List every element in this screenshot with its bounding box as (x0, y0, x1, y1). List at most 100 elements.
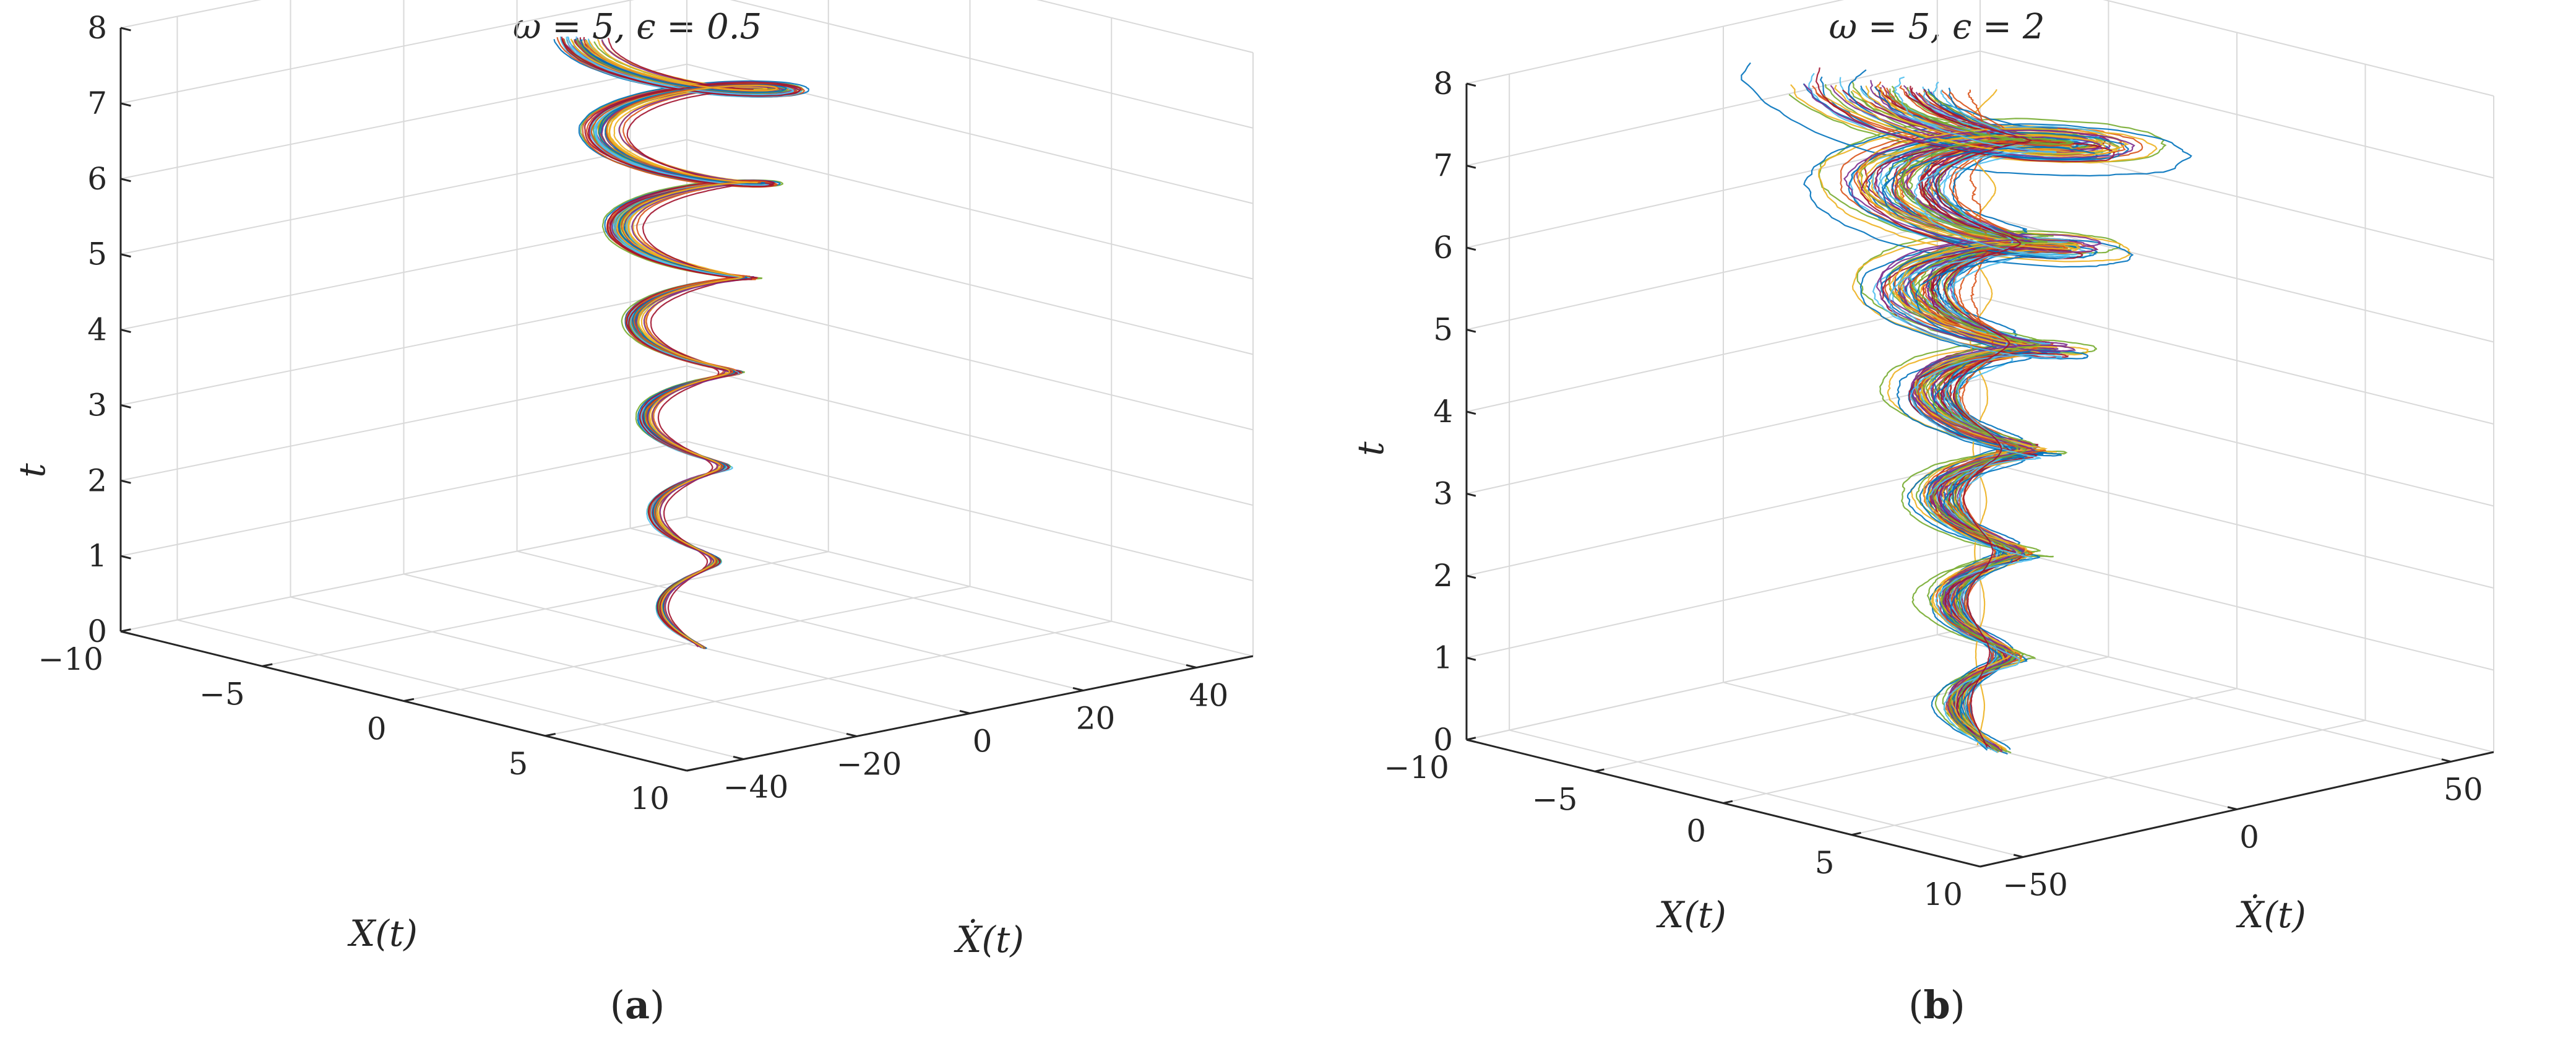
wall-gridline (1466, 50, 1981, 167)
z-tick-mark (1466, 657, 1476, 661)
floor-gridline (290, 596, 857, 737)
wall-gridline (686, 365, 1254, 506)
z-tick-label: 7 (1433, 148, 1453, 184)
wall-gridline (2103, 0, 2494, 97)
trajectory-line (1885, 87, 2070, 750)
trajectory-line (570, 38, 788, 649)
x-tick-mark (1723, 800, 1733, 804)
z-tick-label: 5 (1433, 312, 1453, 348)
wall-gridline (686, 214, 1254, 355)
z-tick-mark (120, 178, 131, 183)
wall-gridline (1466, 214, 1981, 331)
x-tick-mark (262, 663, 273, 667)
x-tick-mark (403, 698, 415, 702)
panel-b-grid (1465, 0, 2494, 868)
z-tick-label: 0 (87, 613, 107, 649)
wall-gridline (1466, 625, 1981, 740)
trajectory-line (1924, 102, 2059, 750)
y-tick-label: −20 (837, 747, 902, 782)
z-tick-mark (1466, 82, 1476, 87)
y-tick-label: 50 (2444, 771, 2483, 807)
z-tick-mark (120, 479, 131, 484)
y-tick-label: 40 (1189, 678, 1229, 714)
z-tick-mark (1466, 246, 1476, 251)
wall-gridline (120, 290, 687, 406)
wall-gridline (120, 365, 687, 482)
y-tick-label: 0 (973, 724, 993, 760)
wall-gridline (686, 139, 1254, 280)
panel-a-ticks: −10 −5 0 5 10 −40 −20 0 20 40 0 1 2 3 4 5 6 7 8 (38, 10, 1228, 816)
floor-gridline (1937, 634, 2452, 763)
trajectory-line (1892, 90, 2074, 751)
x-tick-label: 0 (1686, 813, 1706, 849)
panel-b-caption: (b) (1908, 982, 1965, 1028)
wall-gridline (1979, 542, 2494, 671)
y-tick-mark (2227, 806, 2238, 810)
wall-gridline (1466, 461, 1981, 576)
wall-gridline (730, 0, 1254, 129)
z-tick-mark (120, 329, 131, 334)
x-tick-label: −5 (1532, 781, 1578, 817)
trajectory-line (1851, 90, 2103, 751)
trajectory-line (1741, 62, 2192, 755)
z-tick-mark (120, 27, 131, 32)
wall-gridline (1979, 296, 2494, 425)
z-tick-label: 6 (1433, 230, 1453, 266)
wall-gridline (120, 214, 687, 331)
wall-gridline (1979, 625, 2494, 753)
x-tick-label: 5 (1815, 845, 1835, 881)
trajectory-line (601, 39, 764, 648)
wall-gridline (1979, 50, 2494, 179)
trajectory-line (1891, 85, 2066, 752)
panel-a-grid (119, 0, 1254, 772)
wall-gridline (120, 139, 687, 255)
z-tick-mark (120, 630, 131, 635)
wall-gridline (1979, 214, 2494, 343)
x-tick-mark (1595, 768, 1605, 773)
panel-a-title: ω = 5, ϵ = 0.5 (513, 7, 762, 47)
z-tick-mark (1466, 738, 1476, 743)
x-tick-label: −5 (199, 676, 245, 712)
trajectory-line (1923, 89, 2033, 748)
panel-a: ω = 5, ϵ = 0.5 −10 −5 0 5 10 −40 −20 0 20 40 0 1 2 3 4… (11, 0, 1254, 1028)
z-tick-label: 0 (1433, 722, 1453, 758)
wall-gridline (1979, 461, 2494, 589)
wall-gridline (1979, 378, 2494, 507)
y-tick-mark (2013, 854, 2023, 859)
x-tick-mark (545, 732, 556, 737)
x-tick-label: 0 (367, 711, 387, 747)
x-tick-label: 10 (1923, 876, 1963, 912)
y-tick-mark (1072, 686, 1083, 691)
panel-a-caption: (a) (610, 982, 665, 1028)
z-tick-label: 1 (1433, 640, 1453, 676)
z-tick-label: 4 (87, 312, 107, 348)
y-tick-mark (733, 755, 744, 760)
wall-gridline (1466, 378, 1981, 495)
wall-gridline (120, 0, 262, 28)
z-tick-label: 3 (1433, 476, 1453, 512)
z-tick-label: 2 (87, 462, 107, 498)
z-tick-mark (1466, 165, 1476, 169)
z-tick-mark (1466, 329, 1476, 333)
trajectory-line (587, 38, 780, 649)
panel-a-trajectories (553, 36, 810, 650)
wall-gridline (1036, 0, 1254, 53)
wall-gridline (686, 441, 1254, 582)
panel-a-zlabel: t (11, 463, 53, 478)
wall-gridline (1466, 542, 1981, 659)
floor-gridline (177, 619, 744, 760)
y-tick-label: 20 (1076, 701, 1116, 737)
z-tick-mark (1466, 493, 1476, 497)
z-tick-label: 1 (87, 538, 107, 574)
x-tick-label: −10 (1384, 750, 1449, 785)
trajectory-line (601, 40, 764, 648)
y-tick-mark (959, 709, 970, 714)
trajectory-line (584, 40, 780, 649)
wall-gridline (1466, 0, 1845, 84)
y-tick-label: 0 (2239, 820, 2259, 855)
wall-gridline (120, 441, 687, 557)
x-tick-mark (1979, 863, 1990, 868)
